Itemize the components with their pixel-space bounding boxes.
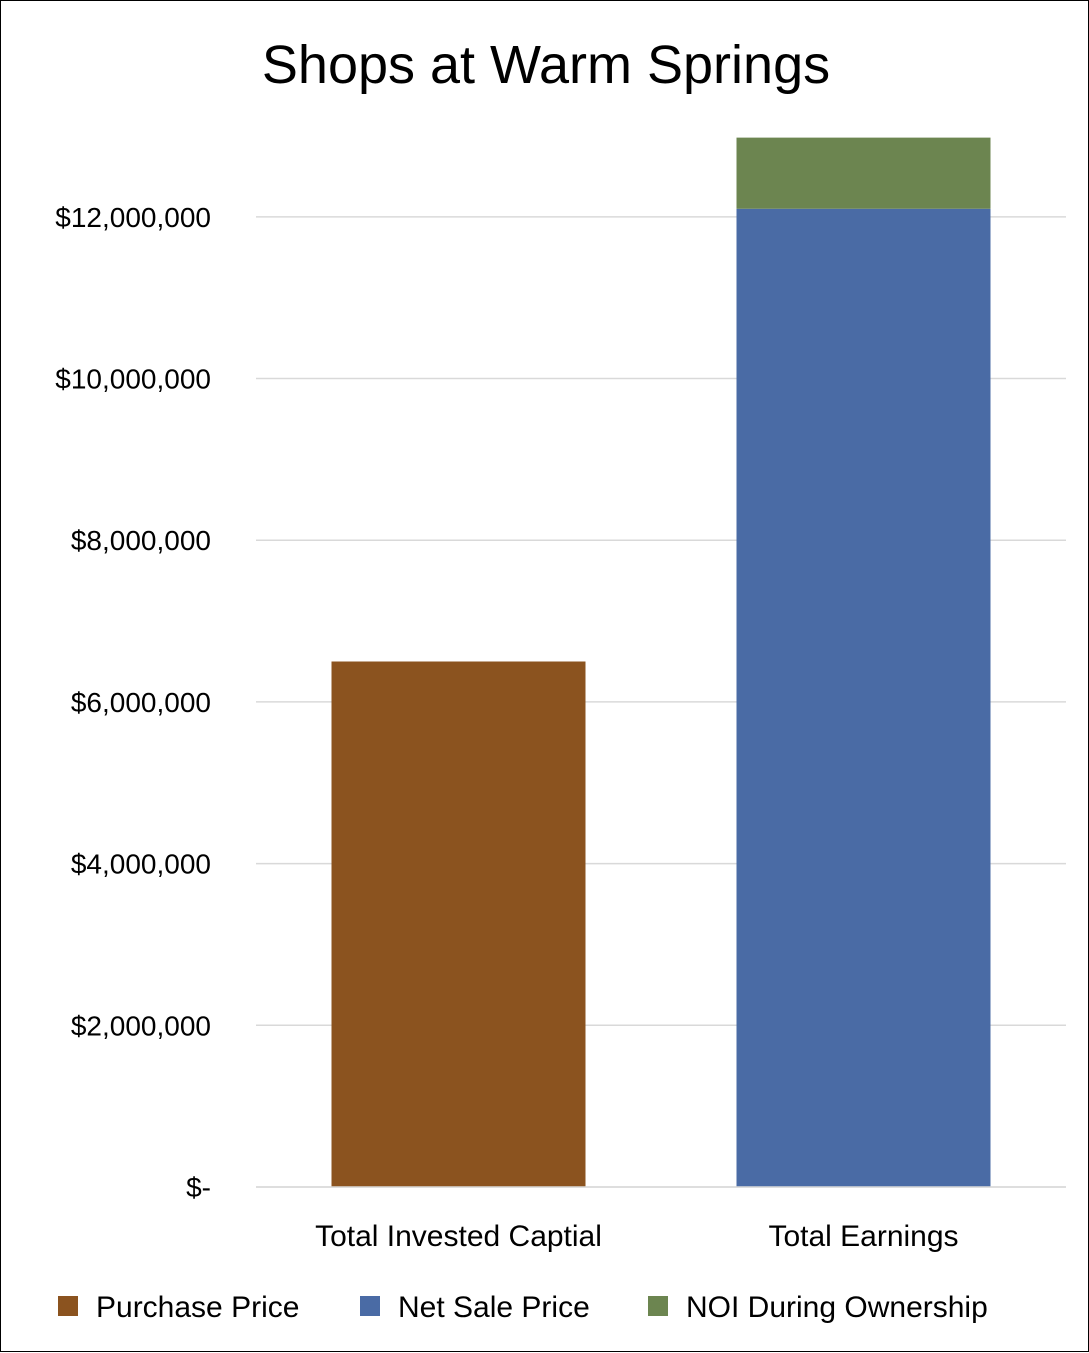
y-tick-label: $- xyxy=(186,1172,211,1203)
bars xyxy=(331,137,991,1187)
legend-swatch xyxy=(58,1296,78,1316)
legend-label: Purchase Price xyxy=(96,1291,299,1324)
x-tick-label: Total Invested Captial xyxy=(315,1220,602,1253)
y-axis: $- $2,000,000 $4,000,000 $6,000,000 $8,000,0… xyxy=(55,202,211,1203)
x-tick-label: Total Earnings xyxy=(768,1220,958,1253)
y-tick-label: $12,000,000 xyxy=(55,202,211,233)
legend-swatch xyxy=(360,1296,380,1316)
legend-swatch xyxy=(648,1296,668,1316)
x-axis: Total Invested Captial Total Earnings xyxy=(256,1186,1066,1253)
y-tick-label: $2,000,000 xyxy=(71,1010,211,1041)
y-tick-label: $8,000,000 xyxy=(71,525,211,556)
chart-title: Shops at Warm Springs xyxy=(262,35,830,95)
bar-segment-purchase-price xyxy=(331,661,586,1187)
legend: Purchase Price Net Sale Price NOI During O… xyxy=(58,1291,988,1324)
y-tick-label: $4,000,000 xyxy=(71,849,211,880)
bar-segment-noi-during-ownership xyxy=(736,137,991,209)
legend-label: Net Sale Price xyxy=(398,1291,590,1324)
bar-segment-net-sale-price xyxy=(736,208,991,1187)
legend-label: NOI During Ownership xyxy=(686,1291,988,1324)
y-tick-label: $6,000,000 xyxy=(71,687,211,718)
y-tick-label: $10,000,000 xyxy=(55,364,211,395)
